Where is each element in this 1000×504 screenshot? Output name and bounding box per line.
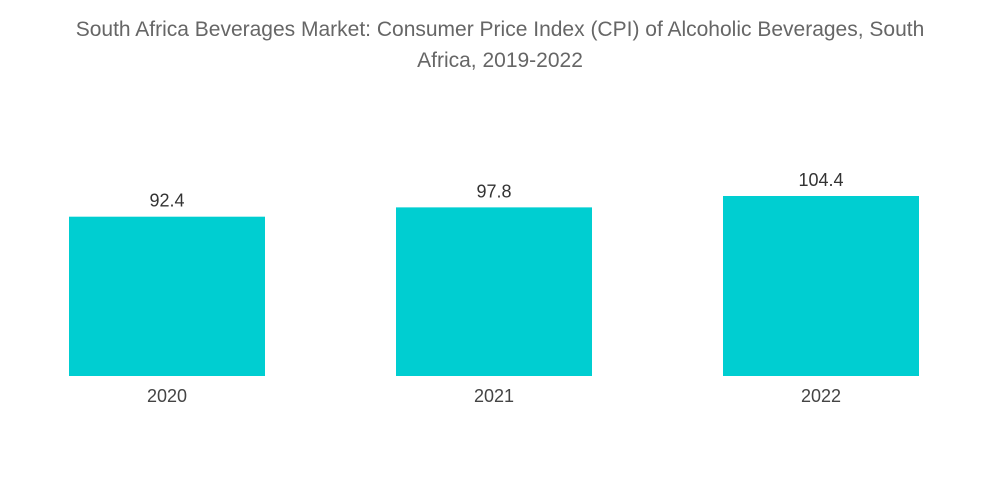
chart-title: South Africa Beverages Market: Consumer … bbox=[0, 14, 1000, 76]
bar-2021 bbox=[396, 207, 592, 376]
bar-2022 bbox=[723, 196, 919, 376]
x-axis-tick-labels: 2020 2021 2022 bbox=[147, 386, 841, 406]
chart-title-line-2: Africa, 2019-2022 bbox=[417, 49, 583, 72]
data-label-2022: 104.4 bbox=[798, 170, 843, 190]
data-label-2021: 97.8 bbox=[476, 181, 511, 201]
data-label-2020: 92.4 bbox=[149, 191, 184, 211]
bar-2020 bbox=[69, 216, 265, 376]
x-tick-label-2020: 2020 bbox=[147, 386, 187, 406]
data-labels-group: 92.4 97.8 104.4 bbox=[149, 170, 843, 211]
chart-title-line-1: South Africa Beverages Market: Consumer … bbox=[75, 18, 925, 41]
bars-group bbox=[69, 196, 919, 376]
x-tick-label-2021: 2021 bbox=[474, 386, 514, 406]
x-tick-label-2022: 2022 bbox=[801, 386, 841, 406]
